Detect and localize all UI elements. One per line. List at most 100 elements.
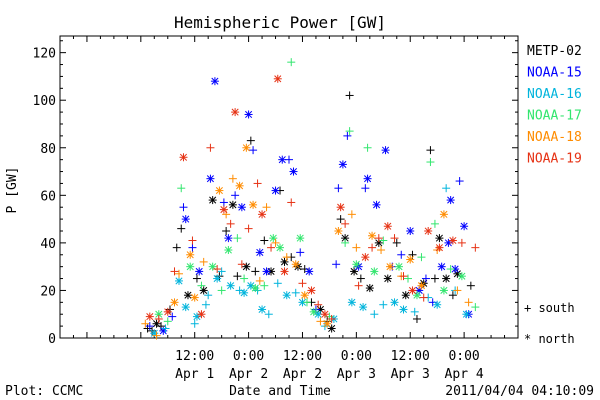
data-point — [435, 234, 444, 243]
data-point — [466, 281, 475, 290]
data-point — [280, 257, 289, 266]
legend-entry: NOAA-18 — [527, 130, 582, 145]
data-point — [341, 219, 350, 228]
data-point — [258, 305, 267, 314]
data-point — [381, 146, 390, 155]
data-point — [240, 288, 249, 297]
data-point — [464, 298, 473, 307]
data-point — [213, 274, 222, 283]
data-point — [410, 307, 419, 316]
data-point — [217, 267, 226, 276]
data-point — [421, 274, 430, 283]
marker-legend-north: * north — [524, 332, 575, 346]
data-markers — [141, 58, 480, 340]
legend-entry: NOAA-17 — [527, 109, 582, 124]
data-point — [406, 226, 415, 235]
data-point — [278, 155, 287, 164]
data-point — [244, 110, 253, 119]
x-tick-label-time: 12:00 — [175, 349, 214, 364]
data-point — [287, 198, 296, 207]
x-tick-label-date: Apr 2 — [229, 367, 268, 382]
legend-entry: NOAA-15 — [527, 66, 582, 81]
data-point — [210, 77, 219, 86]
x-tick-label-date: Apr 3 — [391, 367, 430, 382]
legend-entry: NOAA-19 — [527, 152, 582, 167]
y-tick-label: 40 — [40, 237, 56, 252]
data-point — [233, 272, 242, 281]
data-point — [298, 279, 307, 288]
y-tick-label: 0 — [48, 332, 56, 347]
x-tick-label-time: 12:00 — [283, 349, 322, 364]
data-point — [363, 174, 372, 183]
plot-credit: Plot: CCMC — [5, 384, 83, 399]
data-point — [361, 184, 370, 193]
data-point — [219, 205, 228, 214]
x-tick-label-time: 0:00 — [448, 349, 479, 364]
x-tick-label-time: 0:00 — [233, 349, 264, 364]
y-tick-label: 20 — [40, 284, 56, 299]
data-point — [208, 196, 217, 205]
data-point — [177, 184, 186, 193]
data-point — [460, 222, 469, 231]
data-point — [224, 246, 233, 255]
data-point — [213, 265, 222, 274]
data-point — [273, 74, 282, 83]
data-point — [435, 243, 444, 252]
data-point — [273, 279, 282, 288]
data-point — [448, 236, 457, 245]
data-point — [170, 267, 179, 276]
data-point — [347, 298, 356, 307]
data-point — [327, 314, 336, 323]
data-point — [228, 174, 237, 183]
data-point — [224, 234, 233, 243]
data-point — [271, 238, 280, 247]
data-point — [305, 267, 314, 276]
data-point — [246, 136, 255, 145]
x-axis: 12:00 Apr 1 0:00 Apr 2 12:00 Apr 2 0:00 Apr 3 12… — [72, 36, 506, 382]
data-point — [264, 310, 273, 319]
data-point — [309, 307, 318, 316]
data-point — [226, 281, 235, 290]
data-point — [206, 143, 215, 152]
data-point — [379, 236, 388, 245]
y-tick-label: 60 — [40, 189, 56, 204]
data-point — [399, 305, 408, 314]
data-point — [244, 224, 253, 233]
data-point — [341, 238, 350, 247]
legend: METP-02 NOAA-15 NOAA-16 NOAA-17 NOAA-18 NOAA-… — [527, 44, 582, 167]
data-point — [417, 253, 426, 262]
data-point — [253, 179, 262, 188]
data-point — [356, 274, 365, 283]
data-point — [354, 281, 363, 290]
data-point — [334, 226, 343, 235]
data-point — [260, 236, 269, 245]
x-tick-label-date: Apr 2 — [283, 367, 322, 382]
data-point — [403, 274, 412, 283]
data-point — [237, 260, 246, 269]
data-point — [282, 253, 291, 262]
x-tick-label-date: Apr 1 — [175, 367, 214, 382]
data-point — [359, 303, 368, 312]
data-point — [433, 300, 442, 309]
data-point — [419, 293, 428, 302]
data-point — [242, 143, 251, 152]
data-point — [172, 243, 181, 252]
data-point — [361, 253, 370, 262]
data-point — [426, 158, 435, 167]
data-point — [430, 274, 439, 283]
data-point — [192, 274, 201, 283]
data-point — [455, 177, 464, 186]
data-point — [195, 267, 204, 276]
data-point — [282, 291, 291, 300]
data-point — [345, 91, 354, 100]
data-point — [219, 198, 228, 207]
data-point — [446, 196, 455, 205]
data-point — [183, 291, 192, 300]
data-point — [262, 203, 271, 212]
data-point — [199, 286, 208, 295]
data-point — [287, 58, 296, 67]
data-point — [217, 286, 226, 295]
data-point — [383, 274, 392, 283]
data-point — [280, 267, 289, 276]
y-axis: 0 20 40 60 80 100 120 — [33, 40, 518, 347]
